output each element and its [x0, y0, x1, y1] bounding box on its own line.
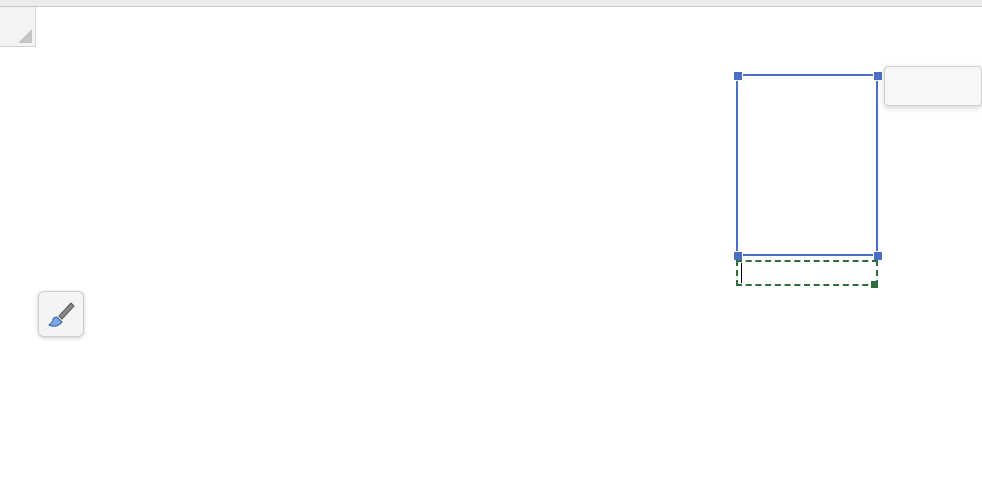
active-cell-e9-formula[interactable]: [736, 260, 878, 286]
paste-options-button[interactable]: [38, 291, 84, 337]
selected-range-e2-e8: [736, 74, 878, 256]
paintbrush-icon: [48, 302, 75, 327]
range-handle-bottom-right[interactable]: [873, 251, 883, 261]
text-caret: [741, 263, 742, 283]
selection-size-tooltip: [884, 66, 982, 106]
select-all-triangle-icon: [18, 29, 32, 43]
fill-handle[interactable]: [871, 281, 878, 288]
select-all-corner[interactable]: [0, 7, 36, 47]
range-handle-top-left[interactable]: [733, 71, 743, 81]
range-handle-top-right[interactable]: [873, 71, 883, 81]
window-top-edge: [0, 0, 982, 7]
